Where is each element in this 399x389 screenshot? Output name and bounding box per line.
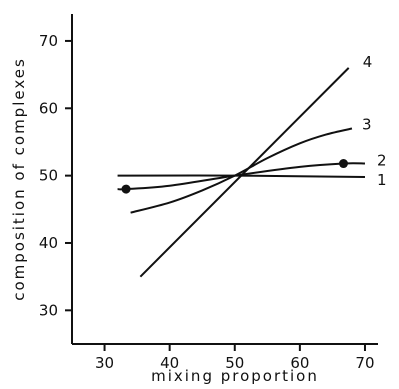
y-tick-label-40: 40: [39, 234, 58, 252]
y-tick-label-70: 70: [39, 32, 58, 50]
x-axis-title: mixing proportion: [151, 367, 319, 385]
series-1-label: 1: [377, 171, 387, 189]
x-tick-label-40: 40: [160, 354, 179, 372]
series-2-label: 2: [377, 152, 387, 170]
y-tick-label-50: 50: [39, 167, 58, 185]
series-4-line: [139, 67, 350, 278]
y-axis-title: composition of complexes: [10, 57, 28, 301]
x-tick-label-70: 70: [355, 354, 374, 372]
x-tick-label-60: 60: [290, 354, 309, 372]
x-tick-label-30: 30: [95, 354, 114, 372]
series-3-label: 3: [362, 115, 372, 133]
x-tick-label-50: 50: [225, 354, 244, 372]
series-3-line: [130, 127, 353, 214]
series-2-marker-0: [121, 184, 131, 194]
series-2-marker-1: [338, 159, 348, 169]
y-tick-label-60: 60: [39, 99, 58, 117]
axes: 30 40 50 60 70 30 40 50 60 70: [39, 14, 378, 372]
series-4-label: 4: [363, 53, 373, 71]
series-layer: 12 3 4: [117, 53, 387, 278]
y-tick-label-30: 30: [39, 301, 58, 319]
